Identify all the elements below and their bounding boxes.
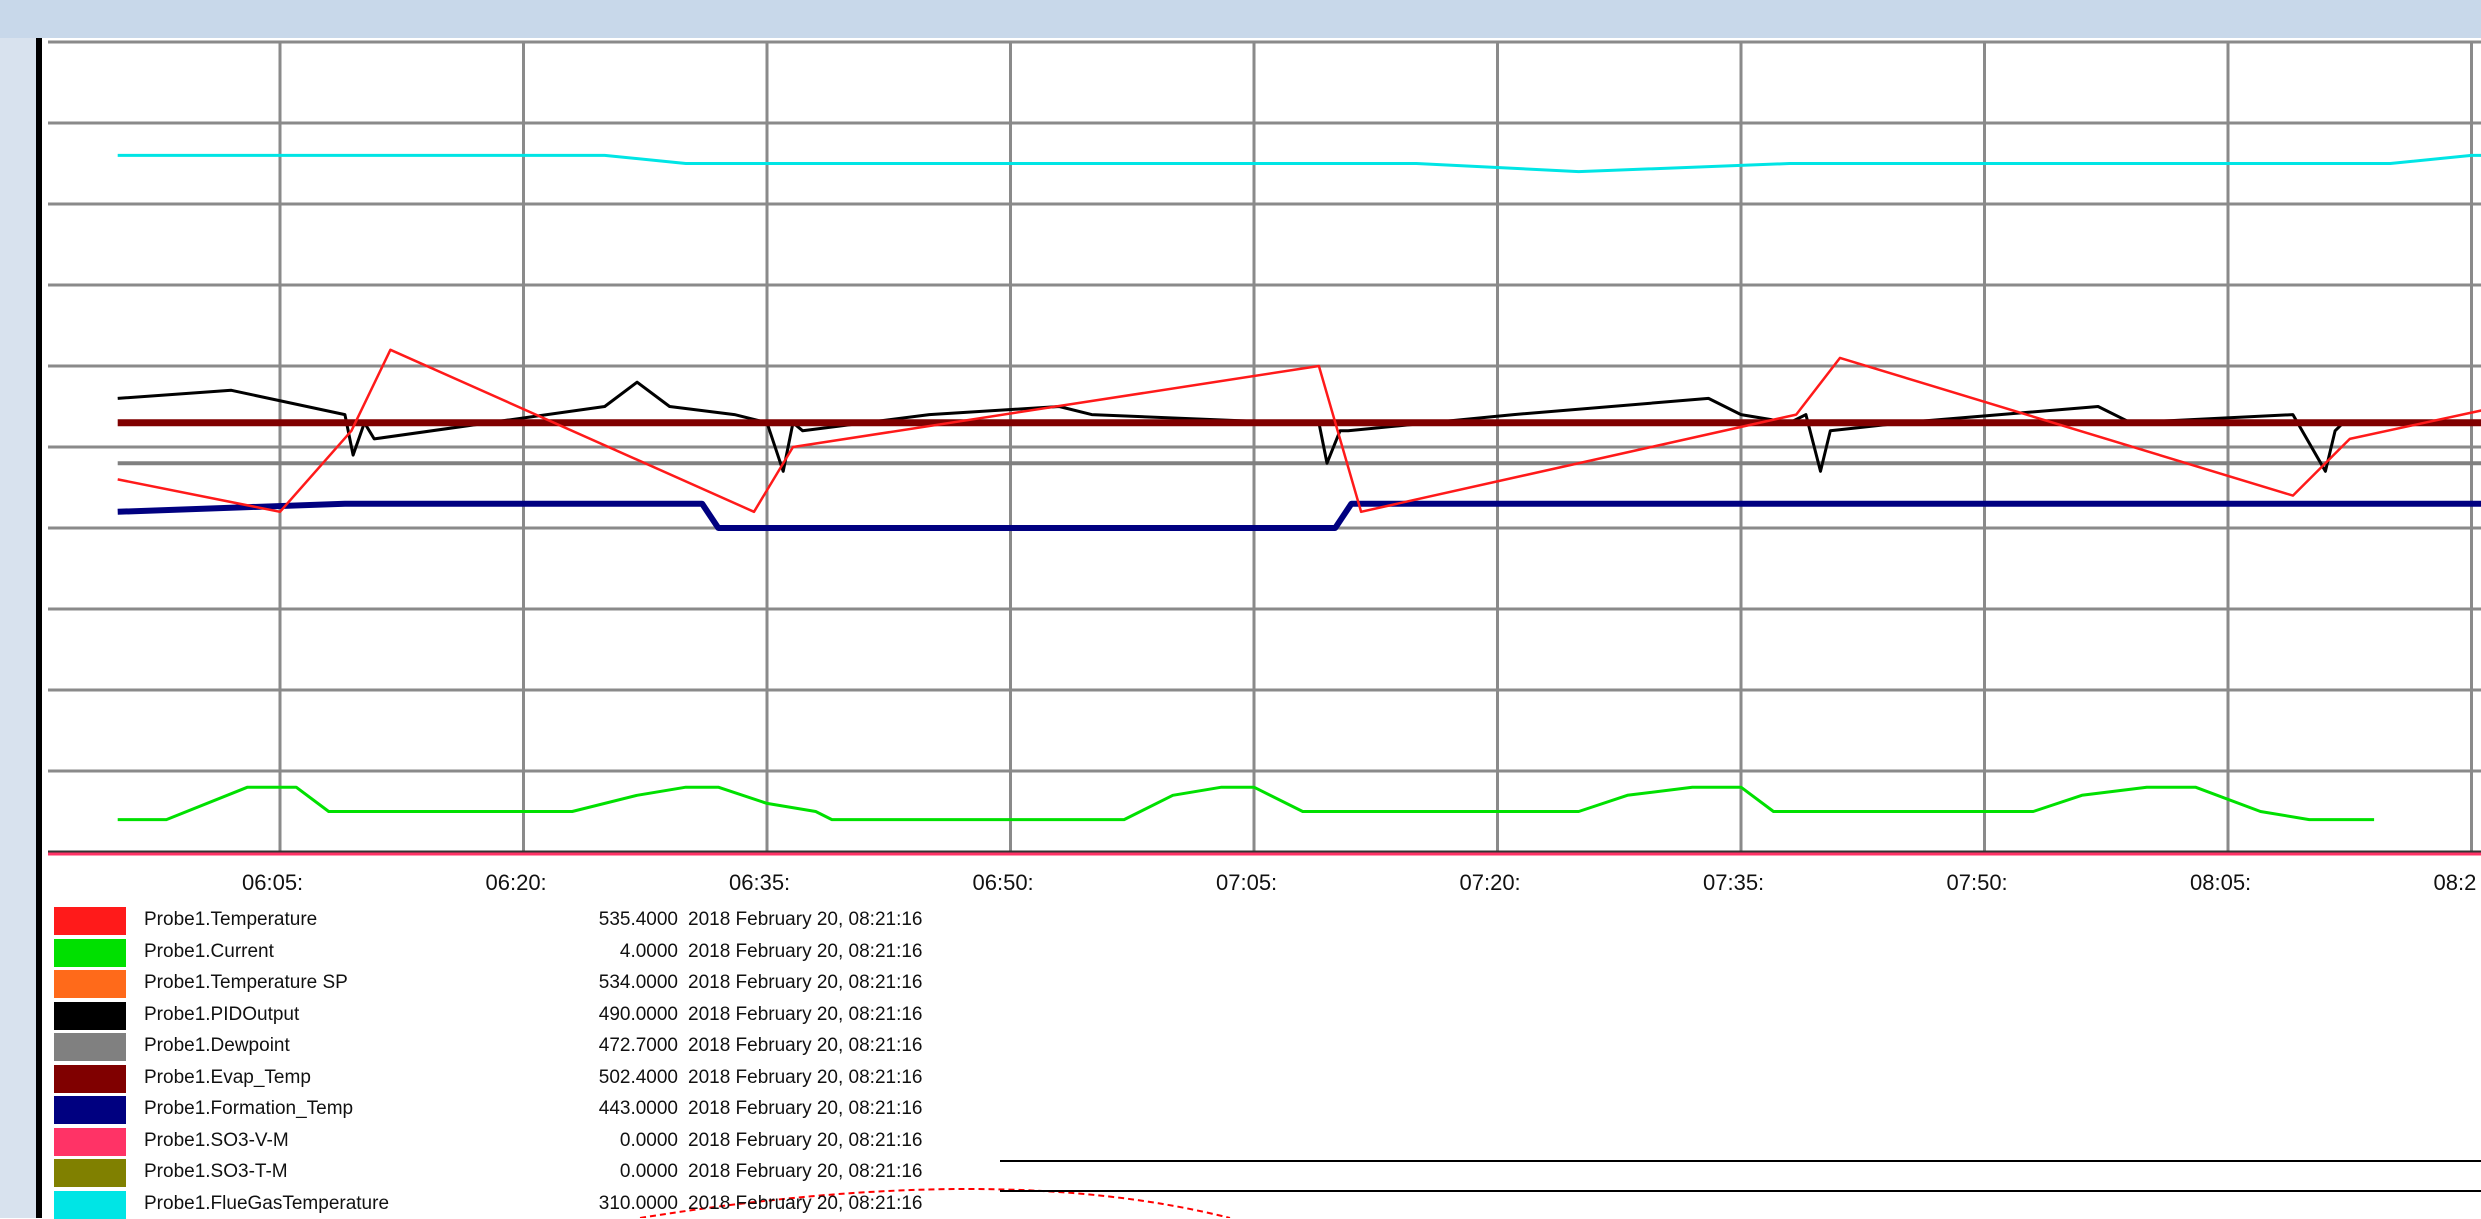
legend-row[interactable]: Probe1.FlueGasTemperature 310.0000 2018 Fe…	[48, 1189, 2481, 1219]
legend-timestamp: 2018 February 20, 08:21:16	[688, 1192, 923, 1214]
series-line-probe1-fluegastemperature	[117, 153, 2481, 174]
series-line-probe1-temperature	[117, 348, 2481, 514]
legend-series-name: Probe1.Current	[144, 940, 274, 962]
legend-series-name: Probe1.Formation_Temp	[144, 1098, 354, 1119]
legend-row[interactable]: Probe1.Current 4.0000 2018 February 20, 08…	[48, 937, 2481, 967]
legend-series-name: Probe1.PIDOutput	[144, 1003, 300, 1025]
legend-series-name: Probe1.Temperature	[144, 909, 318, 930]
series-line-probe1-pidoutput	[117, 380, 2456, 473]
x-tick-label: 08:05:	[2190, 870, 2252, 895]
legend-timestamp: 2018 February 20, 08:21:16	[688, 940, 923, 962]
legend-series-name: Probe1.Temperature SP	[144, 972, 348, 993]
legend-current-value: 310.0000	[598, 1192, 678, 1214]
legend-current-value: 535.4000	[598, 909, 678, 930]
legend-color-swatch	[54, 970, 126, 998]
legend-row[interactable]: Probe1.PIDOutput 490.0000 2018 February 20…	[48, 1000, 2481, 1030]
legend-color-swatch	[54, 1064, 126, 1093]
window-title-bar	[0, 0, 2481, 38]
legend-timestamp: 2018 February 20, 08:21:16	[688, 972, 923, 993]
legend-timestamp: 2018 February 20, 08:21:16	[688, 1066, 923, 1088]
legend-row[interactable]: Probe1.SO3-T-M 0.0000 2018 February 20, 08…	[48, 1157, 2481, 1187]
chart-series	[117, 153, 2481, 822]
legend-current-value: 502.4000	[598, 1066, 678, 1088]
legend-row[interactable]: Probe1.Temperature 535.4000 2018 February …	[48, 905, 2481, 935]
x-tick-label: 07:20:	[1459, 870, 1521, 895]
legend-current-value: 4.0000	[619, 940, 678, 962]
x-tick-label: 06:50:	[972, 870, 1034, 895]
series-line-probe1-formation-temp	[117, 500, 2481, 531]
legend-current-value: 472.7000	[598, 1035, 678, 1056]
legend-color-swatch	[54, 938, 126, 967]
legend-color-swatch	[54, 1001, 126, 1030]
legend-current-value: 0.0000	[619, 1129, 678, 1151]
x-tick-label: 07:05:	[1216, 870, 1278, 895]
legend-timestamp: 2018 February 20, 08:21:16	[688, 909, 923, 930]
legend-series-name: Probe1.Dewpoint	[144, 1035, 290, 1056]
legend-timestamp: 2018 February 20, 08:21:16	[688, 1098, 923, 1119]
legend-row[interactable]: Probe1.Evap_Temp 502.4000 2018 February 20…	[48, 1063, 2481, 1093]
legend-current-value: 534.0000	[598, 972, 678, 993]
legend-row[interactable]: Probe1.Temperature SP 534.0000 2018 Februa…	[48, 968, 2481, 998]
legend-row[interactable]: Probe1.SO3-V-M 0.0000 2018 February 20, 08…	[48, 1126, 2481, 1156]
legend-timestamp: 2018 February 20, 08:21:16	[688, 1161, 923, 1182]
legend-color-swatch	[54, 1033, 126, 1061]
x-tick-label: 06:20:	[485, 870, 547, 895]
legend-current-value: 0.0000	[619, 1161, 678, 1182]
legend-series-name: Probe1.Evap_Temp	[144, 1066, 311, 1088]
series-line-probe1-current	[117, 785, 2375, 822]
x-tick-label: 06:05:	[242, 870, 304, 895]
chart-frame	[36, 38, 2481, 1218]
legend-color-swatch	[54, 907, 126, 935]
annotation-circle-arc	[639, 1188, 1231, 1218]
legend-current-value: 490.0000	[598, 1003, 678, 1025]
legend-separator-line	[1000, 1160, 2481, 1162]
legend-separator-line	[1000, 1190, 2481, 1192]
legend-series-name: Probe1.SO3-T-M	[144, 1161, 288, 1182]
left-panel-edge	[0, 38, 36, 1218]
legend-color-swatch	[54, 1159, 126, 1187]
legend-color-swatch	[54, 1096, 126, 1124]
legend-series-name: Probe1.FlueGasTemperature	[144, 1192, 390, 1214]
legend-row[interactable]: Probe1.Formation_Temp 443.0000 2018 Februa…	[48, 1094, 2481, 1124]
legend-series-name: Probe1.SO3-V-M	[144, 1129, 289, 1151]
x-tick-label: 06:35:	[729, 870, 791, 895]
legend-timestamp: 2018 February 20, 08:21:16	[688, 1035, 923, 1056]
legend-color-swatch	[54, 1127, 126, 1156]
x-tick-label: 08:2	[2433, 870, 2477, 895]
legend-timestamp: 2018 February 20, 08:21:16	[688, 1129, 923, 1151]
x-tick-label: 07:35:	[1703, 870, 1765, 895]
legend-color-swatch	[54, 1190, 126, 1219]
legend-current-value: 443.0000	[598, 1098, 678, 1119]
x-tick-label: 07:50:	[1946, 870, 2008, 895]
legend-row[interactable]: Probe1.Dewpoint 472.7000 2018 February 20,…	[48, 1031, 2481, 1061]
legend-timestamp: 2018 February 20, 08:21:16	[688, 1003, 923, 1025]
